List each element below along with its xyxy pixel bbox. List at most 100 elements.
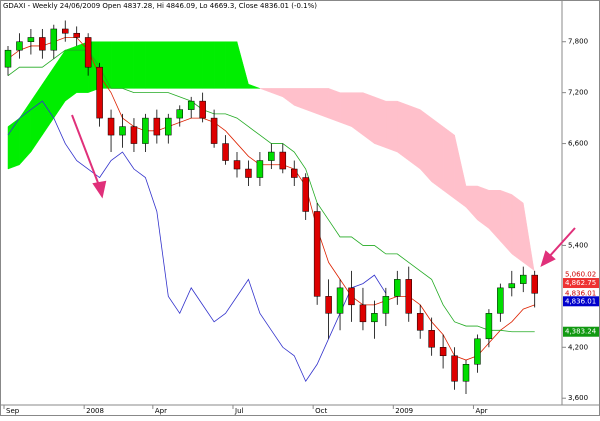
candle-body: [359, 304, 367, 323]
cloud-segment: [339, 92, 352, 127]
plot-area: [4, 20, 538, 394]
price-tag-label: 4,836.01: [565, 297, 596, 305]
candle-body: [531, 274, 538, 294]
cloud-segment: [133, 41, 146, 89]
cloud-segment: [190, 41, 203, 89]
x-tick-label: 2009: [395, 407, 413, 415]
x-tick-label: Oct: [315, 407, 327, 415]
candle-body: [336, 287, 344, 314]
chart-title: GDAXI - Weekly 24/06/2009 Open 4837.28, …: [3, 2, 317, 10]
candle-body: [130, 126, 138, 144]
candle-body: [382, 296, 390, 314]
cloud-segment: [374, 96, 387, 149]
cloud-segment: [145, 41, 158, 89]
candle-body: [428, 330, 435, 348]
candle-body: [462, 364, 470, 382]
cloud-segment: [397, 100, 409, 162]
candle-body: [279, 151, 287, 170]
candle-body: [451, 355, 458, 382]
candle-body: [233, 160, 241, 170]
candle-body: [222, 143, 229, 161]
cloud-segment: [431, 117, 444, 191]
candle-body: [84, 37, 92, 68]
candle-body: [199, 100, 206, 119]
x-tick-label: Apr: [155, 407, 167, 415]
candle-body: [39, 37, 46, 51]
price-tag-label: 5,060.02: [565, 270, 596, 278]
candle-body: [371, 313, 378, 323]
candle-body: [497, 287, 504, 314]
candle-body: [485, 313, 493, 340]
indicator-line: [7, 100, 387, 383]
y-tick-label: 7,200: [568, 89, 588, 97]
y-tick-label: 3,600: [568, 394, 588, 402]
y-tick-label: 7,800: [568, 38, 588, 46]
cloud-segment: [362, 92, 375, 145]
price-tag-label: 4,862.75: [565, 279, 596, 287]
candle-body: [474, 338, 481, 365]
cloud-segment: [110, 41, 123, 89]
price-tag-box: [563, 278, 599, 289]
candle-body: [4, 49, 12, 68]
y-tick-label: 5,400: [568, 241, 588, 249]
cloud-segment: [328, 88, 341, 123]
cloud-segment: [248, 83, 260, 89]
candle-body: [268, 151, 275, 161]
candle-body: [245, 168, 252, 178]
candle-body: [165, 117, 172, 136]
cloud-segment: [408, 105, 421, 170]
candle-body: [302, 177, 309, 212]
cloud-segment: [385, 100, 398, 153]
cloud-segment: [213, 41, 226, 89]
candle-body: [153, 117, 161, 136]
price-tag-box: [563, 296, 599, 307]
cloud-segment: [316, 88, 329, 119]
cloud-segment: [156, 41, 169, 89]
candle-body: [439, 347, 447, 357]
candle-body: [210, 117, 218, 144]
annotation-arrow: [71, 114, 576, 267]
y-tick-label: 6,600: [568, 140, 588, 148]
cloud-segment: [225, 41, 238, 89]
candle-body: [394, 279, 401, 297]
price-tag-box: [563, 326, 599, 337]
cloud-segment: [179, 41, 192, 89]
candle-body: [508, 283, 516, 289]
cloud-segment: [65, 45, 77, 102]
cloud-segment: [511, 193, 524, 263]
cloud-segment: [7, 117, 20, 170]
candle-body: [50, 28, 58, 51]
candle-body: [27, 37, 35, 42]
candle-body: [416, 313, 424, 331]
candle-body: [348, 287, 355, 306]
candle-body: [62, 28, 69, 34]
cloud-segment: [305, 88, 318, 115]
candle-body: [16, 41, 23, 51]
cloud-segment: [202, 41, 215, 89]
candle-body: [119, 126, 126, 136]
cloud-segment: [168, 41, 180, 89]
price-tag-label: 4,383.24: [565, 328, 597, 336]
candle-body: [96, 66, 103, 119]
candle-body: [520, 274, 527, 284]
candle-body: [187, 100, 195, 110]
candle-body: [107, 117, 115, 136]
candle-body: [142, 117, 149, 144]
x-tick-label: Sep: [6, 407, 20, 415]
cloud-segment: [442, 126, 455, 200]
candle-body: [291, 168, 298, 178]
candle-body: [405, 279, 412, 314]
x-tick-label: Apr: [475, 407, 487, 415]
y-tick-label: 4,200: [568, 343, 588, 351]
candle-body: [325, 296, 332, 314]
cloud-segment: [122, 41, 135, 89]
candle-body: [73, 32, 80, 38]
candle-body: [176, 109, 183, 119]
candle-body: [256, 160, 264, 178]
cloud-segment: [419, 109, 432, 183]
x-tick-label: Jul: [234, 407, 244, 415]
price-tag-label: 4,836.01: [565, 289, 596, 297]
candle-body: [313, 211, 321, 297]
x-tick-label: 2008: [86, 407, 104, 415]
